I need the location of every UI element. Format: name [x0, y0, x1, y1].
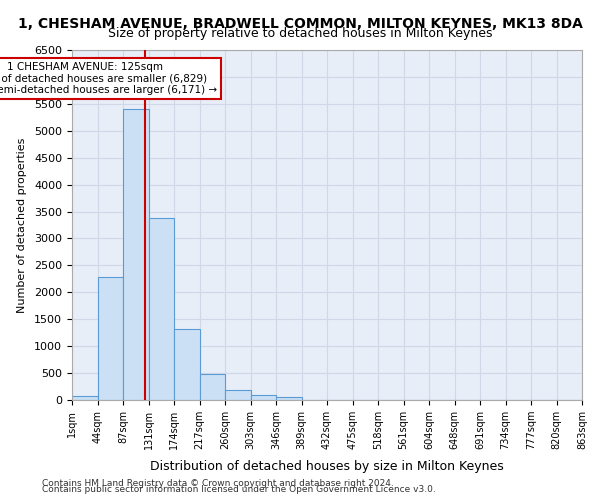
Bar	[123, 109, 149, 400]
Text: Size of property relative to detached houses in Milton Keynes: Size of property relative to detached ho…	[108, 28, 492, 40]
Bar	[149, 218, 174, 400]
Text: 1 CHESHAM AVENUE: 125sqm
← 52% of detached houses are smaller (6,829)
47% of sem: 1 CHESHAM AVENUE: 125sqm ← 52% of detach…	[0, 62, 217, 95]
X-axis label: Distribution of detached houses by size in Milton Keynes: Distribution of detached houses by size …	[150, 460, 504, 473]
Y-axis label: Number of detached properties: Number of detached properties	[17, 138, 27, 312]
Bar	[199, 374, 225, 400]
Bar	[97, 277, 123, 400]
Bar	[174, 330, 199, 400]
Bar	[276, 397, 302, 400]
Bar	[72, 396, 97, 400]
Bar	[225, 390, 251, 400]
Text: Contains HM Land Registry data © Crown copyright and database right 2024.: Contains HM Land Registry data © Crown c…	[42, 478, 394, 488]
Text: 1, CHESHAM AVENUE, BRADWELL COMMON, MILTON KEYNES, MK13 8DA: 1, CHESHAM AVENUE, BRADWELL COMMON, MILT…	[17, 18, 583, 32]
Bar	[251, 395, 276, 400]
Text: Contains public sector information licensed under the Open Government Licence v3: Contains public sector information licen…	[42, 484, 436, 494]
